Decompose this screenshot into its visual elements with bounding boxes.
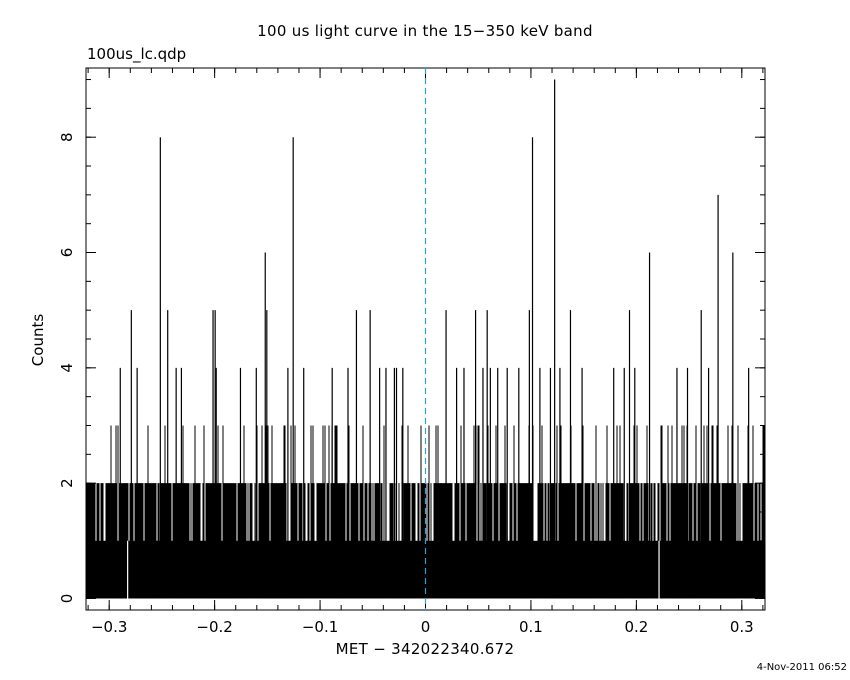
- file-name-label: 100us_lc.qdp: [87, 45, 187, 63]
- x-tick-label: 0.2: [624, 618, 648, 636]
- x-tick-label: −0.2: [196, 618, 232, 636]
- x-tick-label: 0: [421, 618, 431, 636]
- axis-ticks: −0.3 −0.2 −0.1 0 0.1 0.2 0.3 0 2 4 6 8: [58, 68, 765, 636]
- x-tick-label: −0.3: [91, 618, 127, 636]
- y-axis-label: Counts: [29, 313, 47, 367]
- y-tick-label: 4: [58, 363, 76, 373]
- counts-level-2-gaps: [99, 483, 755, 541]
- y-tick-label: 0: [58, 594, 76, 604]
- y-tick-label: 6: [58, 248, 76, 258]
- counts-level-3-bars: [110, 425, 765, 599]
- chart-title: 100 us light curve in the 15−350 keV ban…: [257, 22, 593, 40]
- x-tick-label: 0.1: [519, 618, 543, 636]
- y-tick-label: 2: [58, 478, 76, 488]
- x-tick-label: 0.3: [730, 618, 754, 636]
- x-axis-label: MET − 342022340.672: [335, 640, 515, 658]
- x-tick-label: −0.1: [302, 618, 338, 636]
- plot-timestamp: 4-Nov-2011 06:52: [756, 662, 847, 673]
- y-tick-label: 8: [58, 132, 76, 142]
